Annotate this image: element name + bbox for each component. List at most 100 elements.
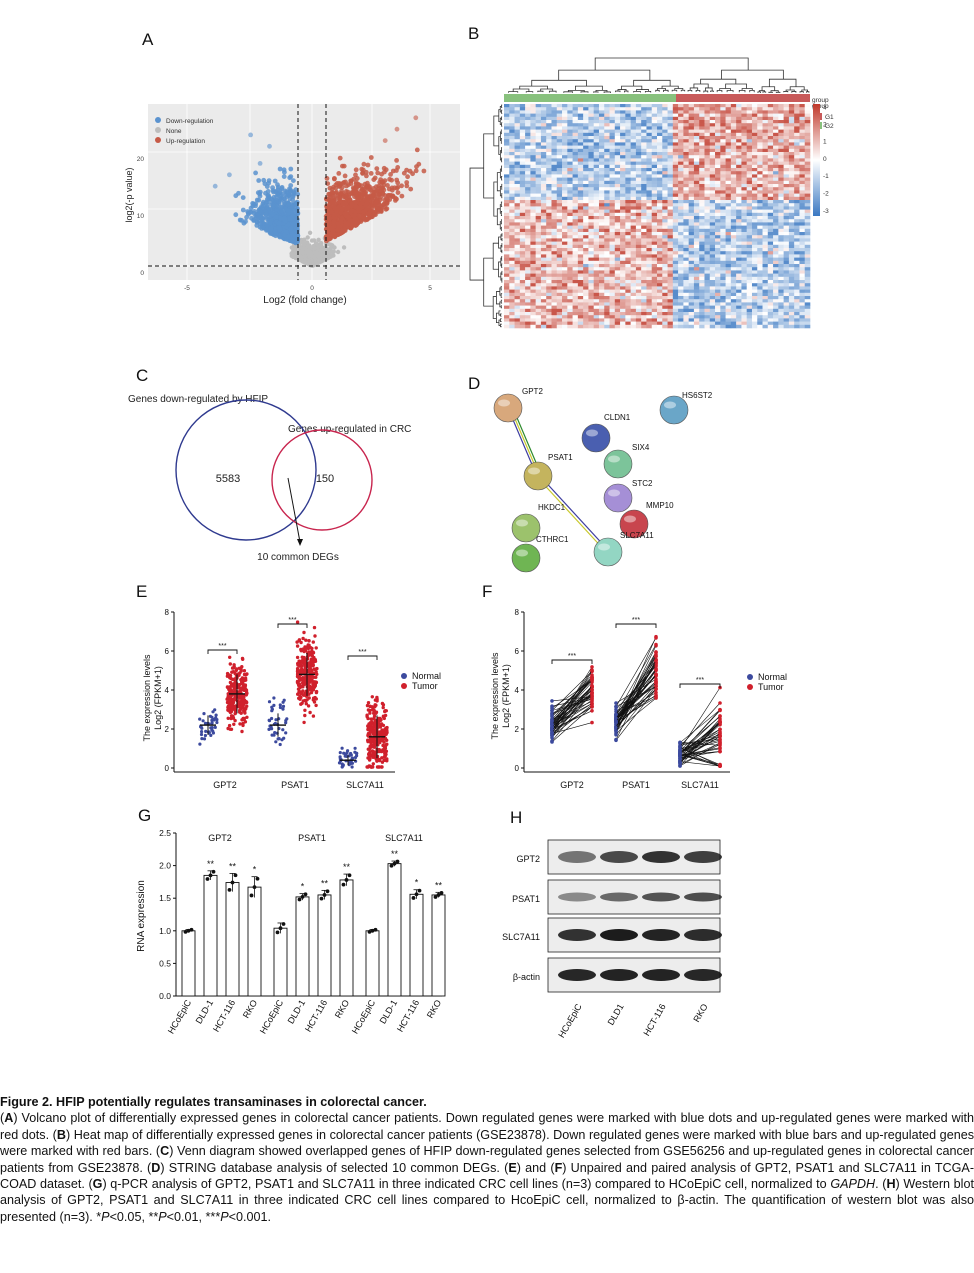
- heatmap-cell: [746, 129, 753, 134]
- heatmap-cell: [583, 136, 589, 140]
- volcano-point-up: [389, 177, 394, 183]
- heatmap-cell: [667, 107, 674, 111]
- heatmap-cell: [720, 184, 726, 188]
- heatmap-cell: [525, 126, 531, 130]
- heatmap-cell: [751, 107, 758, 111]
- heatmap-cell: [604, 200, 610, 204]
- heatmap-cell: [514, 232, 521, 236]
- heatmap-cell: [504, 164, 510, 169]
- heatmap-cell: [709, 104, 716, 108]
- heatmap-cell: [720, 145, 726, 150]
- heatmap-cell: [799, 148, 806, 153]
- heatmap-cell: [794, 196, 800, 201]
- heatmap-cell: [725, 193, 732, 198]
- heatmap-cell: [746, 120, 753, 124]
- heatmap-cell: [662, 139, 668, 143]
- heatmap-cell: [709, 177, 716, 182]
- heatmap-cell: [746, 171, 753, 175]
- heatmap-cell: [535, 126, 542, 130]
- heatmap-cell: [572, 180, 579, 185]
- heatmap-cell: [799, 113, 806, 118]
- heatmap-cell: [509, 177, 515, 182]
- heatmap-cell: [683, 219, 689, 223]
- heatmap-cell: [504, 120, 510, 124]
- volcano-point-up: [327, 215, 332, 221]
- heatmap-cell: [620, 206, 626, 210]
- heatmap-cell: [709, 190, 716, 194]
- heatmap-cell: [614, 152, 621, 156]
- heatmap-cell: [773, 104, 779, 108]
- heatmap-cell: [572, 193, 579, 198]
- heatmap-cell: [577, 123, 584, 127]
- heatmap-cell: [551, 193, 558, 198]
- heatmap-cell: [678, 116, 684, 121]
- heatmap-cell: [762, 107, 769, 111]
- heatmap-cell: [704, 107, 711, 111]
- heatmap-cell: [556, 126, 563, 130]
- volcano-point-up: [394, 168, 399, 173]
- heatmap-cell: [625, 171, 631, 175]
- heatmap-cell: [519, 129, 526, 134]
- heatmap-cell: [588, 142, 594, 146]
- heatmap-cell: [504, 209, 510, 214]
- heatmap-cell: [672, 126, 679, 130]
- dendrogram-branch: [655, 89, 660, 92]
- heatmap-cell: [783, 177, 790, 182]
- volcano-point-down: [248, 132, 254, 138]
- heatmap-cell: [794, 209, 800, 214]
- heatmap-cell: [683, 158, 689, 162]
- heatmap-cell: [736, 164, 742, 169]
- heatmap-cell: [514, 193, 521, 198]
- heatmap-cell: [783, 132, 790, 137]
- volcano-point-down: [282, 169, 287, 175]
- volcano-point-down: [285, 201, 291, 206]
- heatmap-cell: [525, 142, 531, 146]
- heatmap-cell: [614, 164, 621, 169]
- volcano-point-up: [382, 197, 388, 203]
- volcano-point-down: [248, 205, 254, 211]
- heatmap-cell: [688, 216, 695, 220]
- heatmap-cell: [614, 171, 621, 175]
- heatmap-cell: [562, 161, 568, 166]
- heatmap-cell: [699, 152, 705, 156]
- heatmap-cell: [751, 164, 758, 169]
- heatmap-cell: [646, 228, 653, 233]
- heatmap-cell: [741, 126, 747, 130]
- dendrogram-branch: [575, 85, 603, 91]
- volcano-point-up: [353, 189, 358, 195]
- heatmap-cell: [794, 168, 800, 172]
- heatmap-cell: [614, 145, 621, 150]
- heatmap-cell: [767, 228, 774, 233]
- heatmap-cell: [625, 187, 631, 191]
- heatmap-cell: [556, 171, 563, 175]
- heatmap-cell: [715, 216, 721, 220]
- heatmap-cell: [762, 187, 769, 191]
- volcano-point-down: [292, 207, 298, 213]
- heatmap-cell: [709, 184, 716, 188]
- heatmap-cell: [551, 209, 558, 214]
- heatmap-cell: [572, 132, 579, 137]
- heatmap-cell: [720, 142, 726, 146]
- heatmap-cell: [688, 225, 695, 230]
- heatmap-cell: [514, 228, 521, 233]
- heatmap-cell: [741, 113, 747, 118]
- dendrogram-branch: [498, 136, 501, 155]
- heatmap-cell: [662, 145, 668, 150]
- heatmap-cell: [730, 155, 737, 159]
- heatmap-cell: [551, 187, 558, 191]
- volcano-xtick: 5: [428, 285, 432, 292]
- heatmap-cell: [773, 107, 779, 111]
- heatmap-cell: [767, 184, 774, 188]
- heatmap-cell: [630, 126, 637, 130]
- heatmap-cell: [725, 174, 732, 178]
- heatmap-cell: [593, 206, 600, 210]
- heatmap-cell: [556, 190, 563, 194]
- heatmap-cell: [519, 180, 526, 185]
- heatmap-cell: [525, 177, 531, 182]
- heatmap-cell: [620, 152, 626, 156]
- heatmap-cell: [736, 107, 742, 111]
- heatmap-cell: [509, 225, 515, 230]
- heatmap-cell: [551, 203, 558, 207]
- heatmap-cell: [746, 126, 753, 130]
- heatmap-cell: [783, 164, 790, 169]
